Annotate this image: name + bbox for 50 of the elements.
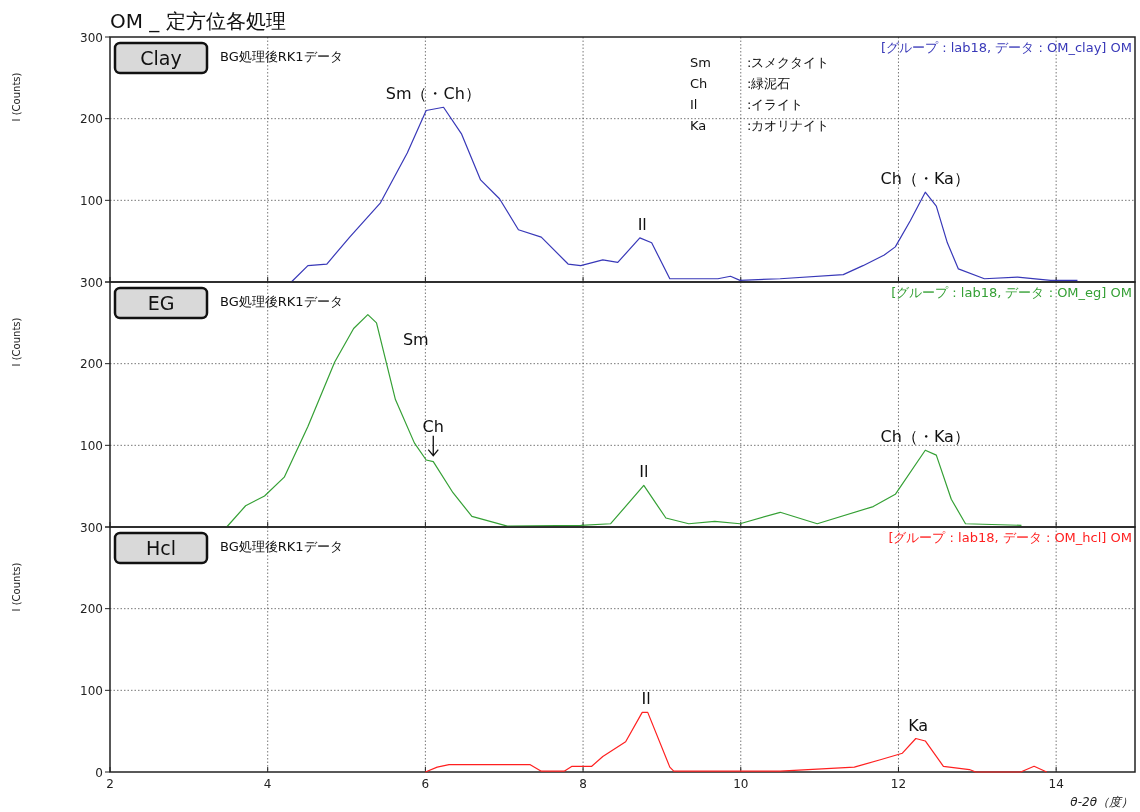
y-tick-label: 100 xyxy=(80,438,103,453)
annotation: BG処理後RK1データ xyxy=(220,49,343,64)
annotation: [グループ : lab18, データ : OM_hcl] OM xyxy=(888,530,1132,545)
annotation: :カオリナイト xyxy=(747,118,830,133)
annotation: Il xyxy=(690,97,698,112)
annotation: Ch xyxy=(690,76,708,91)
y-tick-label: 200 xyxy=(80,357,103,372)
annotation: BG処理後RK1データ xyxy=(220,294,343,309)
annotation: Ka xyxy=(908,715,929,735)
annotation: [グループ : lab18, データ : OM_clay] OM xyxy=(880,40,1132,55)
annotation: Ch（・Ka） xyxy=(880,427,970,447)
y-tick-label: 100 xyxy=(80,193,103,208)
annotation: Il xyxy=(637,214,647,234)
y-tick-label: 100 xyxy=(80,683,103,698)
x-tick-label: 8 xyxy=(579,777,587,791)
line-series xyxy=(226,314,1023,528)
text: Clay xyxy=(140,47,182,69)
annotation: Il xyxy=(639,462,649,482)
y-tick-label: 200 xyxy=(80,602,103,617)
y-tick-label: 200 xyxy=(80,112,103,127)
annotation: BG処理後RK1データ xyxy=(220,539,343,554)
y-axis-title: I (Counts) xyxy=(11,562,22,612)
y-tick-label: 300 xyxy=(80,30,103,45)
y-tick-label: 300 xyxy=(80,275,103,290)
annotation: Sm（・Ch） xyxy=(385,84,481,104)
text: Hcl xyxy=(145,537,177,559)
line-series xyxy=(424,711,1048,773)
y-tick-label: 300 xyxy=(80,520,103,535)
annotation: Ch xyxy=(422,416,444,436)
x-tick-label: 10 xyxy=(733,777,749,791)
annotation: [グループ : lab18, データ : OM_eg] OM xyxy=(891,285,1132,300)
y-axis-title: I (Counts) xyxy=(11,317,22,367)
chart-title: OM _ 定方位各処理 xyxy=(110,9,286,33)
annotation: Ka xyxy=(690,118,707,133)
annotation: Sm xyxy=(690,55,711,70)
y-tick-label: 0 xyxy=(95,765,103,780)
annotation: Sm xyxy=(402,329,429,349)
annotation: :スメクタイト xyxy=(747,55,830,70)
y-axis-title: I (Counts) xyxy=(11,72,22,122)
x-tick-label: 6 xyxy=(421,777,430,791)
annotation: :緑泥石 xyxy=(747,76,791,91)
annotation: :イライト xyxy=(747,97,804,112)
x-tick-label: 4 xyxy=(263,777,272,791)
x-tick-label: 2 xyxy=(106,777,114,791)
x-tick-label: 12 xyxy=(890,777,907,791)
x-axis-title: θ-2θ（度） xyxy=(1070,795,1133,809)
annotation: Il xyxy=(641,689,651,709)
text: EG xyxy=(147,292,175,314)
x-tick-label: 14 xyxy=(1048,777,1064,791)
annotation: Ch（・Ka） xyxy=(880,169,970,189)
